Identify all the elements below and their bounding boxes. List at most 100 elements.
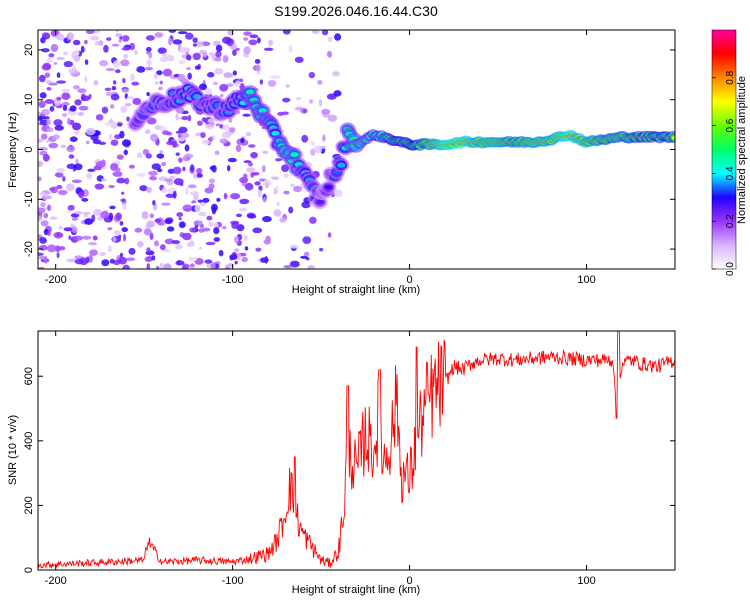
noise-speckle [211,165,217,173]
noise-speckle [187,184,197,189]
noise-speckle [164,218,173,225]
colorbar-gradient [711,29,737,270]
noise-speckle [284,173,289,178]
noise-speckle [227,157,237,163]
noise-speckle [153,203,158,211]
noise-speckle [118,256,128,265]
noise-speckle [283,265,293,269]
noise-speckle [69,136,78,142]
noise-speckle [205,123,215,130]
noise-speckle [126,257,136,262]
spectrogram-y-label: Frequency (Hz) [7,112,19,188]
noise-speckle [197,211,207,217]
noise-speckle [85,140,90,145]
noise-speckle [214,56,222,62]
noise-speckle [275,158,283,162]
noise-speckle [71,217,79,222]
noise-speckle [321,108,331,115]
noise-speckle [307,264,316,269]
signal-core [245,89,255,95]
noise-speckle [66,163,77,170]
noise-speckle [123,233,127,242]
noise-speckle [288,206,294,214]
noise-speckle [179,182,184,187]
noise-speckle [139,185,148,192]
noise-speckle [178,221,186,228]
signal-core [315,199,325,205]
noise-speckle [137,241,144,248]
noise-speckle [215,123,221,127]
noise-speckle [122,202,127,211]
noise-speckle [194,204,201,213]
noise-speckle [107,227,113,231]
noise-speckle [282,30,291,35]
noise-speckle [131,81,140,86]
noise-speckle [141,211,149,220]
noise-speckle [146,220,155,228]
noise-speckle [121,88,130,93]
noise-speckle [81,198,89,202]
noise-speckle [246,213,256,218]
noise-speckle [234,248,240,252]
noise-speckle [146,263,151,269]
snr-frame [37,330,676,571]
noise-speckle [61,88,70,93]
noise-speckle [119,252,124,258]
noise-speckle [148,51,153,59]
noise-speckle [136,172,146,177]
noise-speckle [223,192,228,200]
noise-speckle [267,80,277,87]
snr-y-label: SNR (10 * v/v) [7,415,19,485]
noise-speckle [309,216,317,224]
noise-speckle [257,189,262,198]
noise-speckle [275,186,279,190]
noise-speckle [61,101,70,107]
noise-speckle [121,35,130,42]
figure-title: S199.2026.046.16.44.C30 [274,3,438,19]
colorbar-tick-label: 0.8 [725,70,736,84]
noise-speckle [230,192,241,200]
noise-speckle [289,244,299,249]
noise-speckle [159,244,166,251]
noise-speckle [63,227,74,232]
noise-speckle [126,95,135,100]
noise-speckle [38,266,45,269]
noise-speckle [148,170,158,176]
noise-speckle [143,228,152,236]
noise-speckle [46,57,53,63]
noise-speckle [94,183,105,190]
noise-speckle [175,260,185,266]
noise-speckle [267,39,274,47]
noise-speckle [106,37,112,41]
noise-speckle [327,36,333,42]
snr-series-line [38,331,675,570]
noise-speckle [74,99,82,106]
noise-speckle [321,145,327,149]
snr-x-tick-label: -100 [222,575,244,587]
noise-speckle [82,189,89,197]
noise-speckle [208,221,214,227]
noise-speckle [175,152,180,156]
noise-speckle [185,32,194,40]
noise-speckle [46,244,57,253]
spectrogram-marks [38,30,675,269]
noise-speckle [214,150,220,155]
noise-speckle [244,182,254,191]
noise-speckle [242,173,248,179]
snr-axes: -200 -100 0 100 0 200 400 600 [23,331,675,587]
noise-speckle [113,229,121,236]
noise-speckle [104,87,112,92]
noise-speckle [153,72,158,80]
noise-speckle [199,223,205,229]
noise-speckle [251,171,260,176]
noise-speckle [110,139,119,146]
noise-speckle [263,239,271,245]
noise-speckle [243,31,252,36]
noise-speckle [172,140,177,148]
noise-speckle [122,77,126,84]
noise-speckle [136,66,146,73]
noise-speckle [68,235,72,240]
noise-speckle [192,43,198,47]
noise-speckle [235,213,243,218]
